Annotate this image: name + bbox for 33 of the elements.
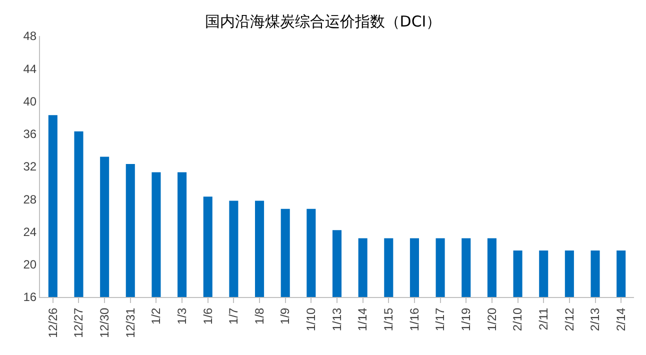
x-tick-label: 1/7 xyxy=(226,307,241,324)
x-tick-label: 1/9 xyxy=(278,307,292,324)
y-tick-label: 28 xyxy=(23,192,37,206)
x-tick-label: 1/20 xyxy=(484,307,499,332)
x-tick-label: 2/12 xyxy=(562,307,576,332)
y-tick-label: 24 xyxy=(23,224,37,239)
x-tick-label: 12/30 xyxy=(97,307,112,338)
x-tick-label: 1/15 xyxy=(382,307,396,332)
y-tick-label: 40 xyxy=(23,94,37,108)
x-tick-label: 1/10 xyxy=(304,307,318,332)
x-tick-label: 12/31 xyxy=(123,307,138,338)
x-tick-label: 2/14 xyxy=(614,307,628,332)
x-tick-label: 1/13 xyxy=(330,307,344,332)
y-tick-label: 16 xyxy=(23,290,37,304)
x-tick-label: 1/2 xyxy=(149,307,164,324)
x-tick-label: 1/3 xyxy=(174,307,189,324)
x-tick-label: 2/13 xyxy=(588,307,602,332)
x-tick-label: 12/27 xyxy=(72,307,86,338)
x-tick-label: 1/14 xyxy=(356,307,370,332)
y-tick-label: 36 xyxy=(23,127,37,142)
x-tick-label: 1/16 xyxy=(407,307,422,332)
x-tick-label: 1/17 xyxy=(433,307,448,332)
x-tick-label: 1/8 xyxy=(252,307,266,324)
x-tick-label: 1/19 xyxy=(459,307,474,332)
y-tick-label: 32 xyxy=(23,160,37,174)
y-tick-label: 44 xyxy=(23,62,37,76)
chart-title: 国内沿海煤炭综合运价指数（DCI） xyxy=(204,12,442,30)
x-tick-label: 12/26 xyxy=(46,307,60,338)
y-tick-label: 48 xyxy=(23,29,37,44)
x-tick-label: 2/10 xyxy=(510,307,525,332)
x-tick-label: 1/6 xyxy=(200,307,215,324)
y-tick-label: 20 xyxy=(23,258,37,272)
x-tick-label: 2/11 xyxy=(536,307,551,330)
